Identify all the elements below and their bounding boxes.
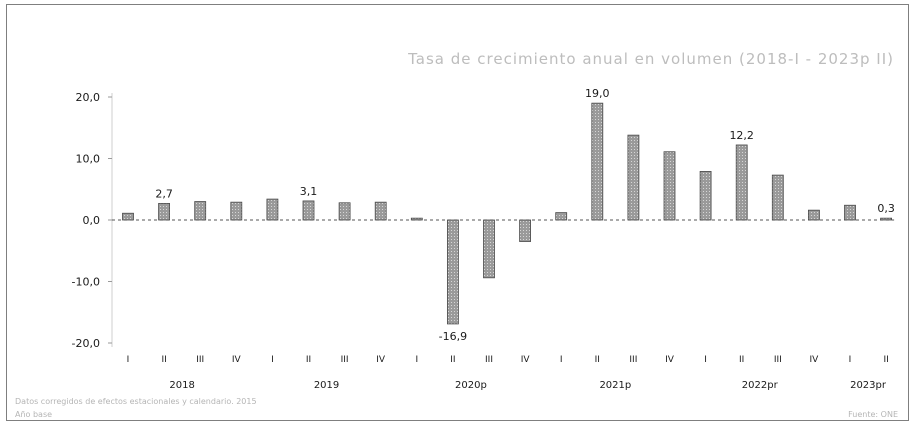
x-tick-label: I	[704, 355, 707, 365]
bar	[735, 144, 748, 221]
x-tick-label: III	[774, 355, 782, 365]
y-tick-label: -20,0	[72, 337, 100, 350]
bar	[194, 201, 207, 221]
credit-note: Fuente: ONE	[848, 410, 898, 419]
bar	[483, 219, 495, 279]
bar	[374, 201, 387, 221]
bar	[591, 102, 604, 221]
x-tick-label: I	[271, 355, 274, 365]
data-label: -16,9	[439, 330, 467, 343]
x-tick-label: III	[196, 355, 204, 365]
x-group-label: 2021p	[599, 380, 631, 391]
bar	[122, 212, 134, 221]
x-group-label: 2018	[169, 380, 194, 391]
data-label: 3,1	[300, 185, 318, 198]
x-tick-label: IV	[521, 355, 531, 365]
x-group-label: 2022pr	[742, 380, 779, 391]
bar-chart: 20,0 10,0 0,0 -10,0 -20,0 2,7 3,1 -16,9 19,0 12,2…	[72, 87, 895, 391]
x-tick-label: I	[415, 355, 418, 365]
bar	[880, 217, 892, 221]
x-tick-label: IV	[232, 355, 242, 365]
y-tick-label: 0,0	[83, 214, 101, 227]
bar	[338, 202, 351, 221]
x-group-label: 2023pr	[850, 380, 887, 391]
x-group-label: 2019	[314, 380, 339, 391]
x-tick-label: III	[629, 355, 637, 365]
x-tick-label: II	[739, 355, 744, 365]
source-note: Datos corregidos de efectos estacionales…	[15, 397, 257, 406]
x-tick-label: III	[485, 355, 493, 365]
bar	[808, 209, 820, 221]
y-tick-label: 20,0	[76, 91, 101, 104]
bar	[410, 217, 423, 221]
bar	[627, 134, 640, 221]
x-tick-label: I	[127, 355, 130, 365]
bar	[266, 198, 279, 221]
x-tick-label: IV	[665, 355, 675, 365]
bar	[844, 204, 856, 221]
data-label: 12,2	[729, 129, 754, 142]
x-group-label: 2020p	[455, 380, 487, 391]
y-tick-label: 10,0	[76, 153, 101, 166]
bar	[230, 201, 243, 221]
x-tick-label: II	[883, 355, 888, 365]
chart-frame: Tasa de crecimiento anual en volumen (20…	[6, 4, 909, 421]
bar	[771, 174, 784, 221]
data-label: 0,3	[877, 202, 895, 215]
x-tick-label: IV	[376, 355, 386, 365]
x-tick-label: II	[450, 355, 455, 365]
reference-note: Año base	[15, 410, 53, 419]
x-tick-label: II	[595, 355, 600, 365]
x-tick-label: II	[306, 355, 311, 365]
bar	[302, 200, 315, 221]
x-tick-label: I	[849, 355, 852, 365]
bar	[699, 171, 712, 221]
bar	[446, 219, 459, 325]
x-tick-label: IV	[809, 355, 819, 365]
bar	[555, 212, 568, 221]
x-tick-label: III	[341, 355, 349, 365]
x-tick-label: II	[161, 355, 166, 365]
chart-subtitle: Tasa de crecimiento anual en volumen (20…	[408, 50, 894, 68]
data-label: 19,0	[585, 87, 610, 100]
data-label: 2,7	[155, 187, 173, 200]
bar	[663, 151, 676, 221]
x-tick-label: I	[560, 355, 563, 365]
y-tick-label: -10,0	[72, 276, 100, 289]
bar	[519, 219, 531, 242]
bar	[158, 202, 171, 221]
